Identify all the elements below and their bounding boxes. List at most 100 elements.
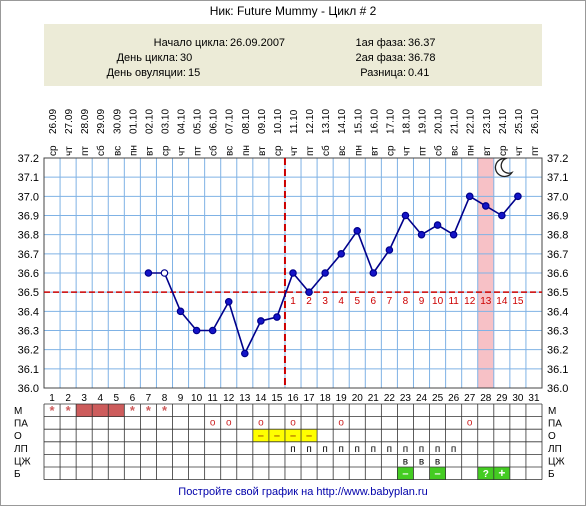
weekday-label: вт [257, 146, 268, 156]
ovulation-test-mark: – [274, 430, 280, 442]
luteal-day-label: 8 [403, 296, 409, 307]
weekday-label: ср [385, 145, 396, 156]
weekday-label: сб [433, 145, 445, 156]
temperature-segment [244, 320, 262, 354]
start-value: 26.09.2007 [230, 37, 285, 49]
y-tick-left: 37.2 [18, 153, 39, 165]
lp-mark: п [435, 444, 440, 455]
weekday-label: сб [95, 145, 107, 156]
temperature-point [273, 313, 281, 321]
weekday-label: пн [241, 145, 252, 156]
y-tick-left: 36.4 [18, 306, 39, 318]
temperature-segment [227, 301, 246, 354]
luteal-day-label: 3 [322, 296, 328, 307]
weekday-label: сб [208, 145, 220, 156]
temperature-segment [340, 230, 358, 255]
row-label-right: ПА [548, 419, 562, 430]
difference-label: Разница: [360, 67, 406, 79]
weekday-label: чт [64, 146, 75, 156]
luteal-day-label: 12 [464, 296, 476, 307]
weekday-label: вс [225, 146, 236, 156]
row-label-right: О [548, 431, 556, 442]
cycle-day-label: 28 [480, 393, 492, 404]
cycle-day-label: 5 [114, 393, 120, 404]
temperature-point [241, 349, 249, 358]
date-label: 13.10 [321, 109, 332, 134]
mucus-mark: в [403, 456, 408, 467]
weekday-label: вс [450, 146, 461, 156]
cycle-day-label: 26 [448, 393, 460, 404]
cycle-day-label: 13 [239, 393, 251, 404]
date-label: 21.10 [450, 109, 461, 134]
mucus-mark: в [419, 456, 424, 467]
ovulation-day-label: День овуляции: [107, 67, 186, 79]
row-label-right: М [548, 406, 556, 417]
phase1-label: 1ая фаза: [355, 37, 406, 49]
date-label: 01.10 [128, 109, 139, 134]
phase1-value: 36.37 [408, 37, 436, 49]
menses-heavy-cell [108, 404, 125, 417]
temperature-point [498, 211, 506, 220]
luteal-day-label: 9 [419, 296, 425, 307]
temperature-segment [356, 230, 375, 274]
intercourse-mark: o [290, 418, 296, 429]
cycle-day-label: 21 [368, 393, 380, 404]
cycle-day-label: 6 [130, 393, 136, 404]
ovulation-test-cell [268, 429, 285, 442]
footer-link[interactable]: Постройте свой график на http://www.baby… [178, 486, 427, 498]
pregnancy-test-cell [493, 467, 510, 480]
intercourse-mark: o [226, 418, 232, 429]
lp-mark: п [419, 444, 424, 455]
date-label: 24.10 [498, 109, 509, 134]
row-label-left: О [14, 431, 22, 442]
date-label: 05.10 [193, 109, 204, 134]
lp-mark: п [306, 444, 311, 455]
cycle-day-label: 20 [352, 393, 364, 404]
y-tick-left: 36.0 [18, 383, 39, 395]
temperature-point [481, 202, 490, 210]
weekday-label: ср [498, 145, 509, 156]
lp-mark: п [403, 444, 408, 455]
temperature-point [305, 288, 313, 296]
luteal-day-label: 11 [448, 296, 459, 307]
ovulation-test-mark: – [290, 430, 296, 442]
temperature-point [417, 230, 426, 239]
date-label: 25.10 [514, 109, 525, 134]
chart-title: Ник: Future Mummy - Цикл # 2 [210, 4, 377, 18]
weekday-label: вс [337, 146, 348, 156]
temperature-segment [324, 253, 342, 274]
lp-mark: п [387, 444, 392, 455]
cycle-day-label: 1 [49, 393, 55, 404]
row-label-left: ЛП [14, 444, 28, 455]
cycle-day-label: 24 [416, 393, 428, 404]
pregnancy-test-negative: – [402, 468, 408, 480]
y-tick-left: 36.5 [18, 287, 39, 299]
temperature-segment [308, 272, 326, 293]
temperature-point [369, 269, 378, 277]
pregnancy-test-cell [397, 467, 414, 480]
temperature-point [257, 317, 265, 325]
lp-mark: п [371, 444, 376, 455]
y-tick-left: 36.1 [18, 364, 39, 376]
temperature-point [433, 221, 442, 229]
luteal-day-label: 15 [512, 296, 524, 307]
date-label: 19.10 [418, 109, 429, 134]
luteal-day-label: 7 [387, 296, 393, 307]
row-label-right: ЛП [548, 444, 562, 455]
luteal-day-label: 14 [496, 296, 508, 307]
lp-mark: п [451, 444, 456, 455]
phase2-label: 2ая фаза: [355, 52, 406, 64]
date-label: 22.10 [466, 109, 477, 134]
temperature-point [449, 230, 458, 239]
date-label: 15.10 [353, 109, 364, 134]
temperature-segment [179, 310, 198, 332]
cycle-day-label: День цикла: [117, 52, 178, 64]
cycle-day-label: 27 [464, 393, 476, 404]
weekday-label: чт [514, 146, 525, 156]
y-tick-left: 36.9 [18, 211, 39, 223]
temperature-point [321, 269, 329, 277]
luteal-day-label: 2 [306, 296, 312, 307]
date-label: 27.09 [64, 109, 75, 134]
